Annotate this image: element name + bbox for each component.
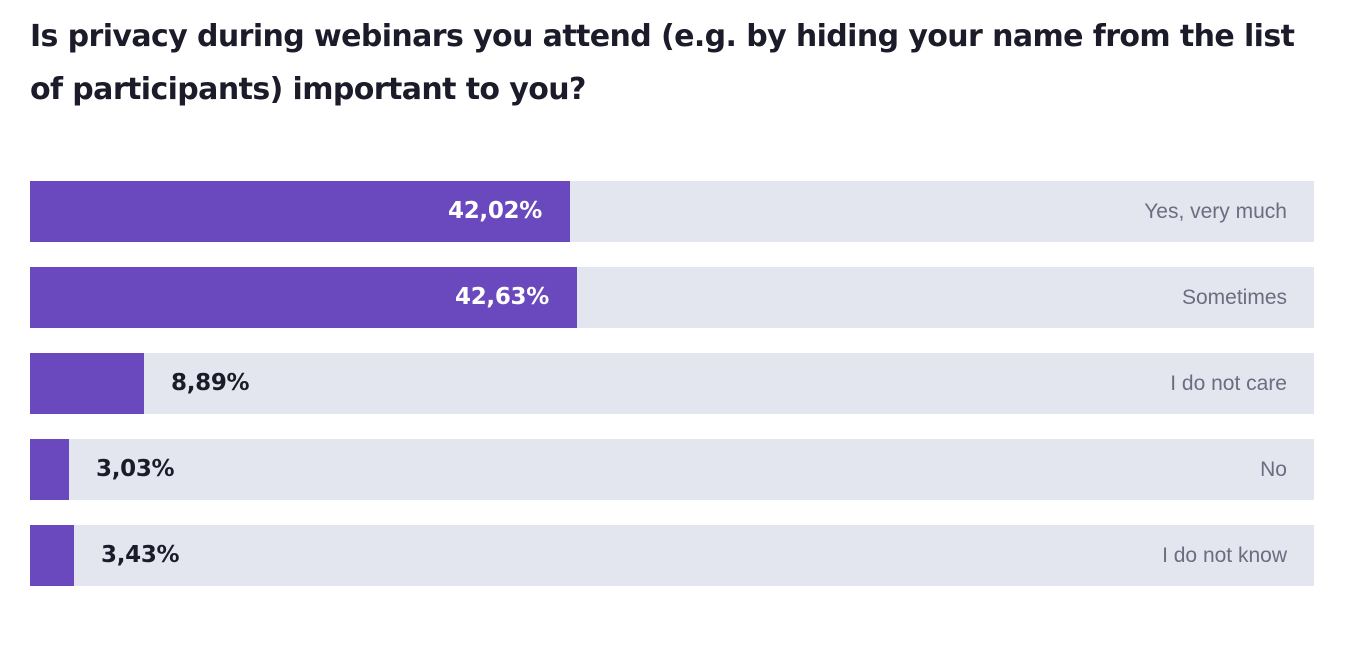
- bar-row: 3,43% I do not know: [30, 525, 1314, 586]
- bar-fill: [30, 525, 74, 586]
- bar-value-label: 3,03%: [96, 456, 175, 482]
- bar-value-label: 8,89%: [171, 370, 250, 396]
- bar-row: 8,89% I do not care: [30, 353, 1314, 414]
- bar-value-label: 3,43%: [101, 542, 180, 568]
- bar-fill: [30, 353, 144, 414]
- bar-chart: 42,02% Yes, very much 42,63% Sometimes 8,89%…: [30, 181, 1314, 611]
- bar-row: 42,02% Yes, very much: [30, 181, 1314, 242]
- bar-row: 3,03% No: [30, 439, 1314, 500]
- bar-value-label: 42,02%: [448, 198, 542, 224]
- bar-fill: [30, 267, 577, 328]
- bar-category-label: No: [1260, 458, 1287, 481]
- bar-category-label: Sometimes: [1181, 286, 1287, 309]
- bar-fill: [30, 439, 69, 500]
- bar-category-label: Yes, very much: [1144, 200, 1287, 223]
- bar-value-label: 42,63%: [455, 284, 549, 310]
- bar-fill: [30, 181, 570, 242]
- bar-category-label: I do not care: [1170, 372, 1287, 395]
- chart-title: Is privacy during webinars you attend (e…: [30, 19, 1295, 107]
- bar-category-label: I do not know: [1162, 544, 1287, 567]
- bar-row: 42,63% Sometimes: [30, 267, 1314, 328]
